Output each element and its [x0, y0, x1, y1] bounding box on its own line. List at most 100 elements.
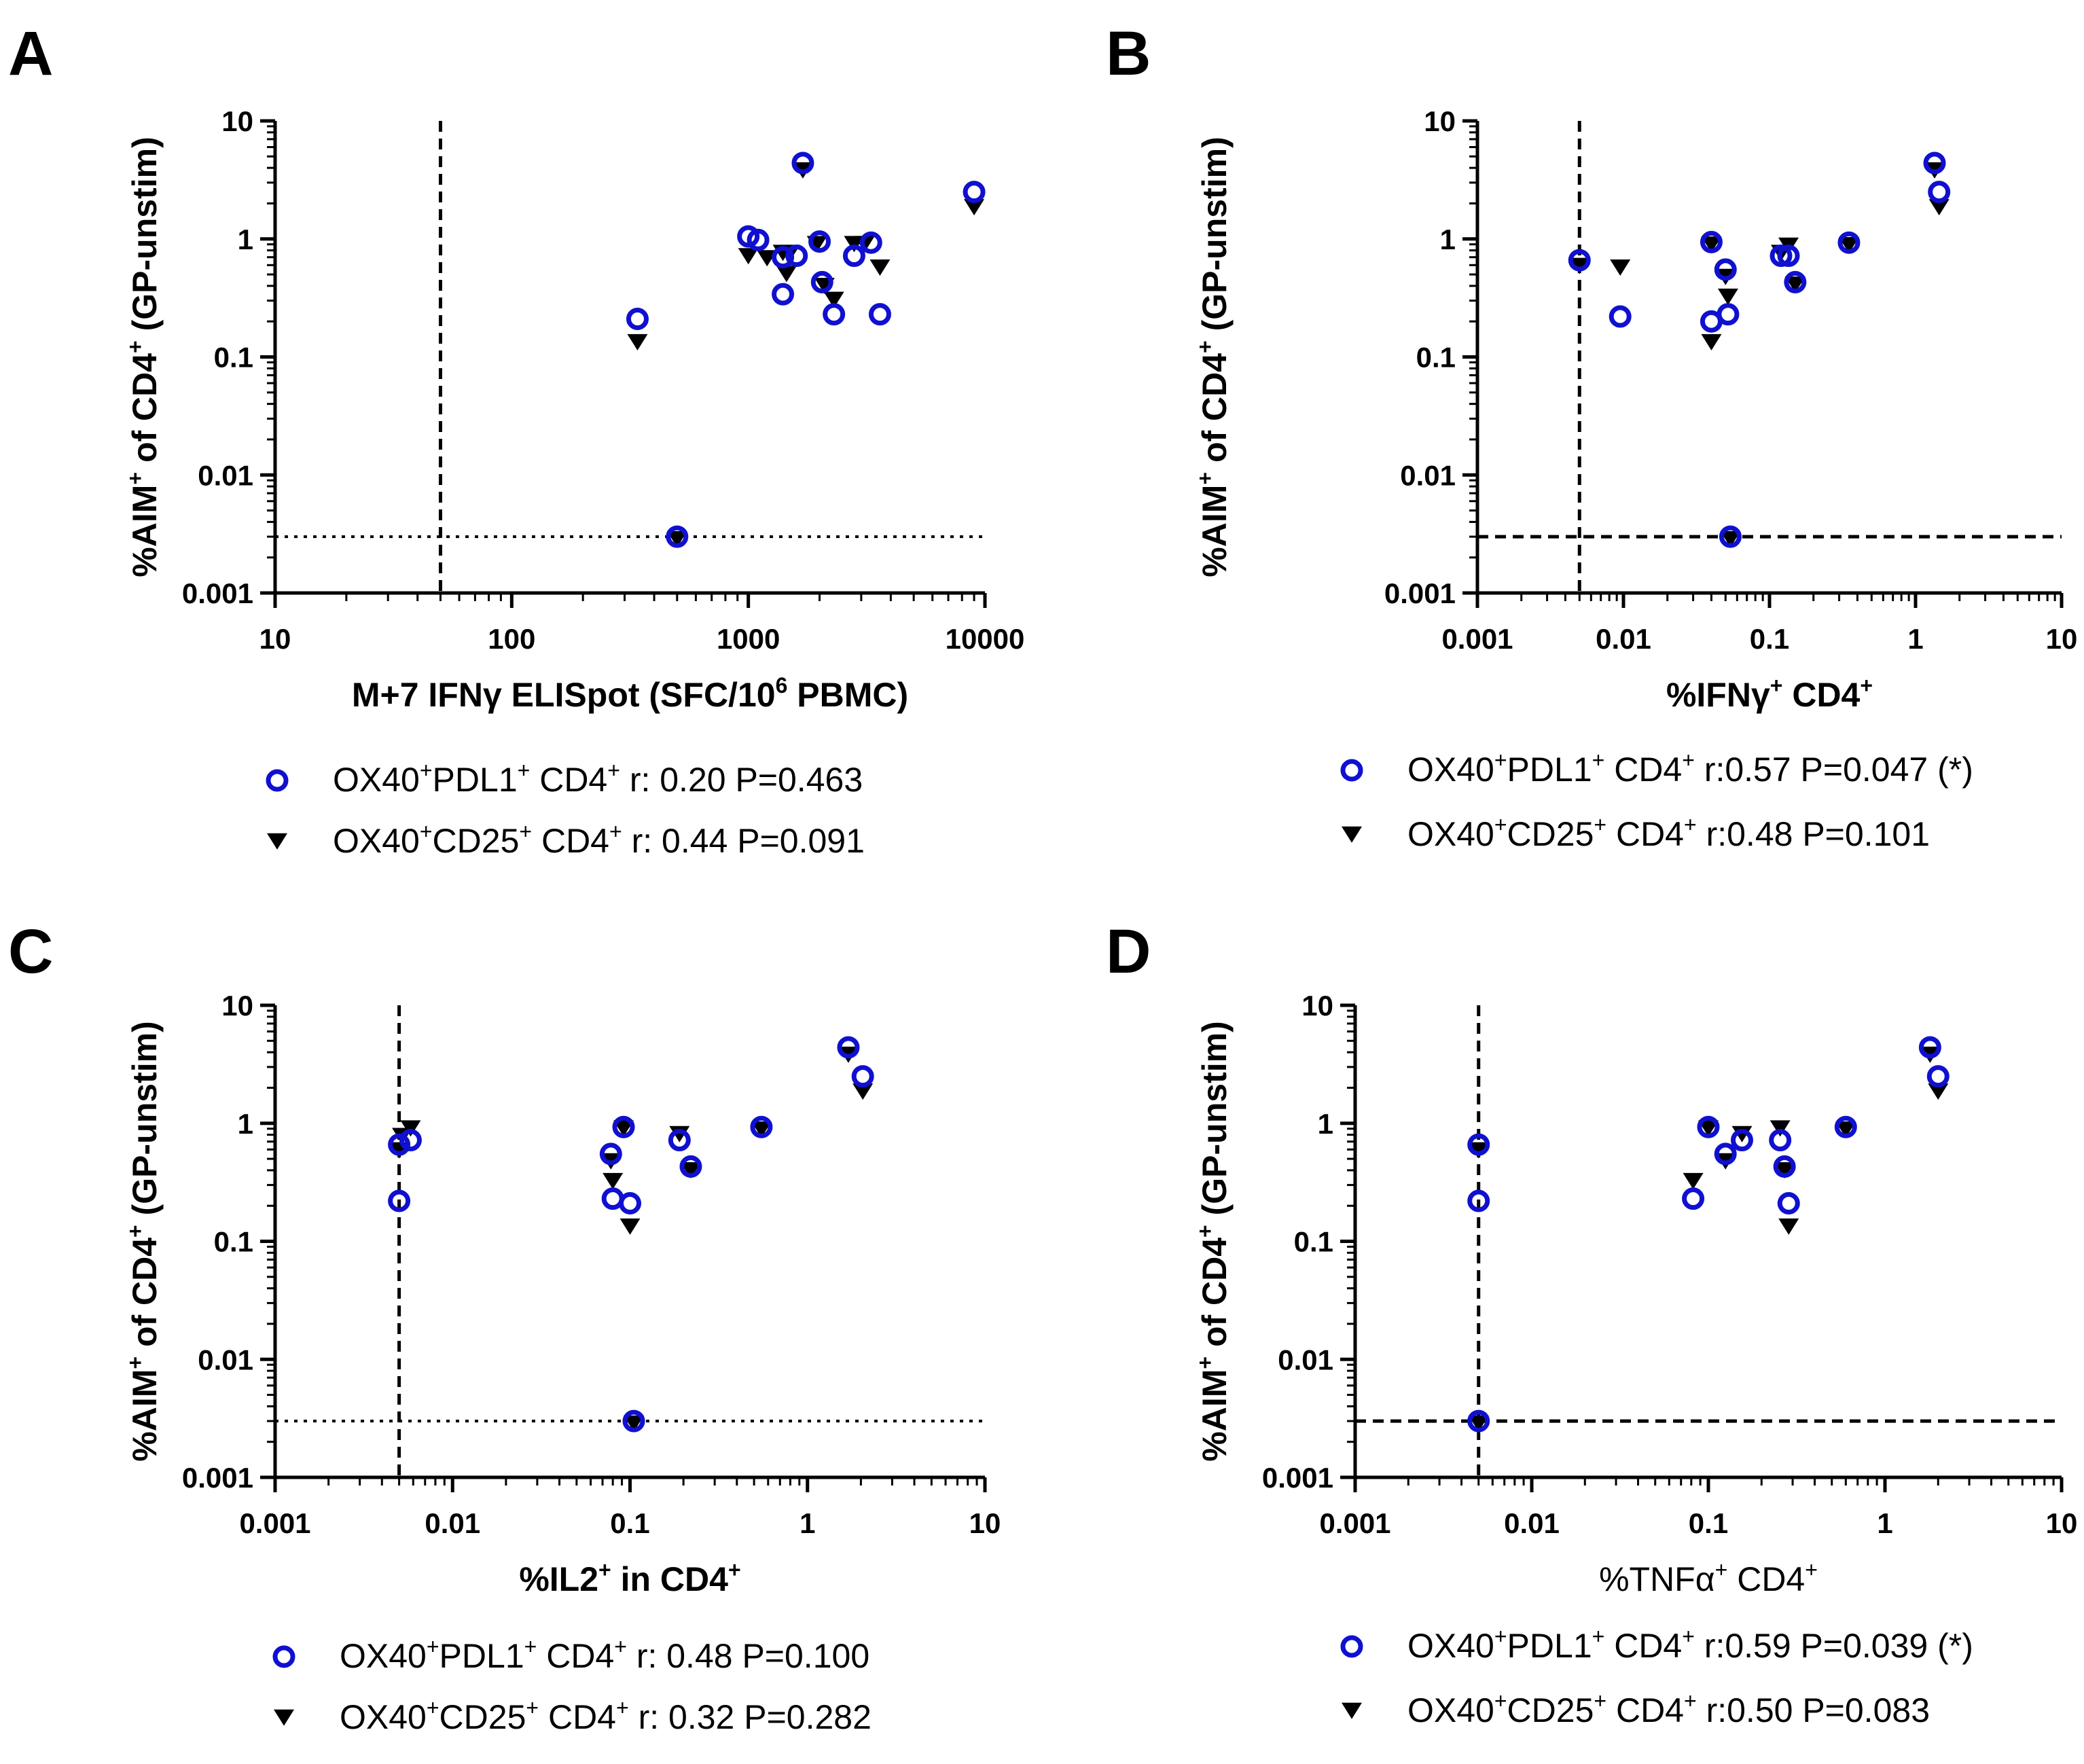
- y-tick-label: 10: [221, 990, 253, 1022]
- data-point-cd25: [613, 1120, 634, 1137]
- data-point-cd25: [823, 291, 844, 308]
- text-run: OX40: [1407, 751, 1494, 789]
- legend-entry-2: OX40+CD25+ CD4+ r: 0.44 P=0.091: [333, 819, 865, 860]
- data-point-cd25: [669, 1126, 690, 1142]
- x-tick-label: 1: [800, 1507, 815, 1539]
- superscript: +: [1684, 812, 1697, 837]
- text-run: CD4: [532, 822, 609, 860]
- data-point-cd25: [1569, 257, 1590, 274]
- y-tick-label: 0.001: [182, 1462, 253, 1494]
- data-point-pdl1: [1467, 1133, 1490, 1156]
- data-point-cd25: [776, 266, 797, 283]
- y-tick-label: 0.001: [182, 577, 253, 609]
- text-run: (GP-unstim): [126, 1021, 164, 1225]
- text-run: (GP-unstim): [1196, 137, 1234, 340]
- data-point-pdl1: [859, 231, 882, 254]
- data-point-cd25: [1731, 1126, 1753, 1142]
- superscript: +: [1684, 1689, 1697, 1713]
- text-run: %AIM: [1196, 485, 1234, 577]
- superscript: +: [1592, 1624, 1605, 1649]
- x-tick-label: 0.01: [1596, 623, 1651, 655]
- legend-marker-pdl1: [1340, 1635, 1363, 1658]
- data-point-cd25: [619, 1218, 641, 1235]
- text-run: CD4: [1727, 1560, 1805, 1598]
- data-point-pdl1: [388, 1189, 411, 1212]
- data-point-pdl1: [851, 1065, 874, 1088]
- legend-entry-1: OX40+PDL1+ CD4+ r: 0.48 P=0.100: [340, 1634, 869, 1675]
- y-tick-label: 1: [238, 223, 253, 255]
- data-point-cd25: [1774, 1162, 1795, 1178]
- superscript: +: [427, 1695, 439, 1720]
- text-run: r: 0.20 P=0.463: [620, 761, 863, 799]
- superscript: +: [1860, 673, 1873, 698]
- superscript: +: [1193, 472, 1217, 485]
- data-point-pdl1: [837, 1036, 860, 1059]
- data-point-cd25: [1769, 1120, 1791, 1137]
- panel-letter-b: B: [1106, 19, 1151, 88]
- legend-entry-2: OX40+CD25+ CD4+ r: 0.32 P=0.282: [340, 1695, 872, 1736]
- y-tick-label: 1: [1318, 1108, 1333, 1140]
- x-tick-label: 10: [259, 623, 291, 655]
- data-point-pdl1: [1717, 303, 1740, 326]
- data-point-pdl1: [626, 308, 649, 331]
- data-point-cd25: [624, 1415, 645, 1432]
- data-point-pdl1: [750, 1115, 773, 1138]
- x-tick-label: 0.01: [1504, 1507, 1560, 1539]
- legend-marker-pdl1: [272, 1645, 295, 1668]
- y-tick-label: 10: [1301, 990, 1333, 1022]
- text-run: CD4: [1604, 1627, 1682, 1665]
- x-tick-label: 0.1: [1689, 1507, 1728, 1539]
- y-tick-label: 0.1: [214, 1226, 253, 1258]
- data-point-cd25: [1835, 1121, 1856, 1138]
- data-point-pdl1: [1923, 151, 1946, 175]
- text-run: r: 0.44 P=0.091: [622, 822, 865, 860]
- text-run: OX40: [333, 761, 420, 799]
- text-run: OX40: [340, 1698, 427, 1736]
- legend-entry-1: OX40+PDL1+ CD4+ r:0.57 P=0.047 (*): [1407, 748, 1973, 789]
- text-run: CD4: [539, 1698, 616, 1736]
- legend-marker-pdl1: [266, 769, 289, 792]
- data-point-pdl1: [599, 1142, 622, 1166]
- data-point-pdl1: [619, 1192, 641, 1215]
- y-tick-label: 10: [221, 105, 253, 137]
- text-run: of CD4: [126, 353, 164, 472]
- legend-marker-pdl1: [1340, 759, 1363, 782]
- legend-marker-cd25: [1342, 826, 1362, 843]
- data-point-cd25: [738, 248, 759, 265]
- superscript: +: [427, 1634, 439, 1659]
- y-tick-label: 1: [238, 1108, 253, 1140]
- superscript: +: [616, 1695, 629, 1720]
- data-point-cd25: [1720, 530, 1741, 547]
- superscript: +: [614, 1634, 627, 1659]
- text-run: OX40: [1407, 1691, 1494, 1729]
- data-point-cd25: [1701, 236, 1722, 253]
- panel-letter-d: D: [1106, 917, 1151, 986]
- x-tick-label: 0.001: [239, 1507, 310, 1539]
- data-point-pdl1: [963, 181, 986, 204]
- text-run: r:0.57 P=0.047 (*): [1695, 751, 1973, 789]
- data-point-cd25: [603, 1172, 624, 1189]
- superscript: +: [609, 819, 622, 844]
- data-point-cd25: [666, 530, 687, 547]
- data-point-cd25: [869, 259, 891, 276]
- data-point-pdl1: [1697, 1115, 1720, 1138]
- text-run: r:0.59 P=0.039 (*): [1695, 1627, 1973, 1665]
- text-run: r: 0.32 P=0.282: [629, 1698, 872, 1736]
- data-point-cd25: [1683, 1172, 1704, 1189]
- data-point-pdl1: [842, 245, 865, 268]
- data-point-cd25: [964, 199, 985, 216]
- text-run: CD25: [439, 1698, 526, 1736]
- y-tick-label: 0.01: [198, 459, 253, 491]
- data-point-pdl1: [1467, 1189, 1490, 1212]
- superscript: +: [123, 472, 147, 485]
- x-tick-label: 0.1: [610, 1507, 649, 1539]
- text-run: %IL2: [519, 1560, 598, 1598]
- text-run: PDL1: [433, 761, 518, 799]
- data-point-pdl1: [808, 230, 831, 253]
- data-point-pdl1: [1777, 1192, 1800, 1215]
- data-point-pdl1: [1926, 1065, 1950, 1088]
